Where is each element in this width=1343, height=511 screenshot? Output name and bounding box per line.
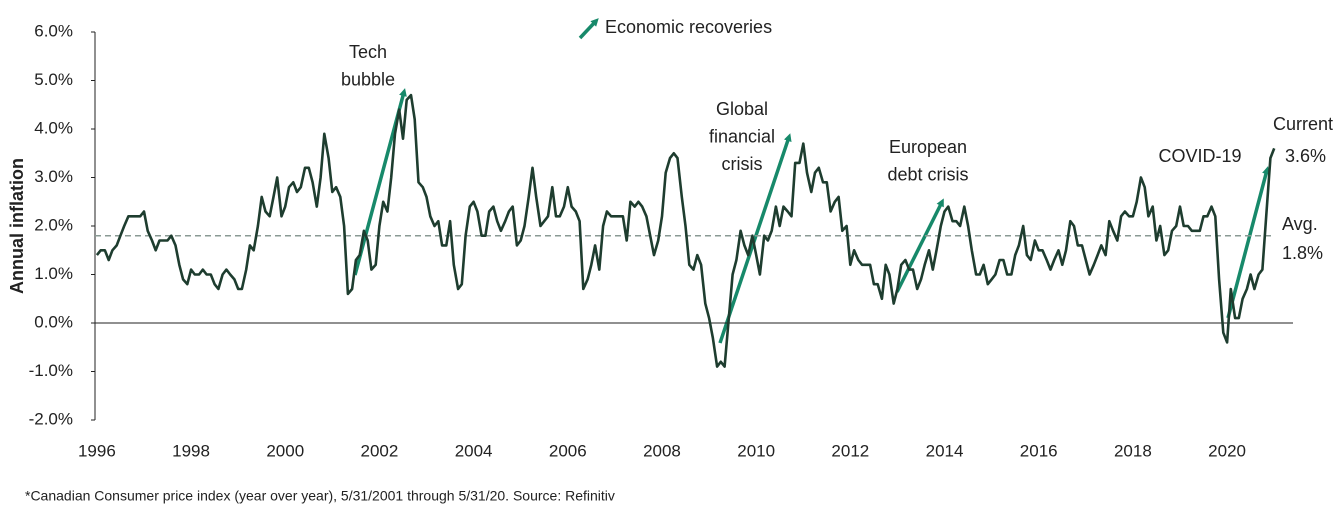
x-tick-label: 2020 [1208,441,1246,460]
recovery-arrow [578,18,599,40]
y-axis-title: Annual inflation [7,158,27,294]
y-tick-label: 5.0% [34,70,73,89]
recovery-arrow [895,198,944,293]
current-value-label: 3.6% [1285,146,1326,166]
recovery-arrow [1226,166,1270,319]
y-tick-label: 3.0% [34,167,73,186]
current-label: Current [1273,114,1333,134]
annotation: COVID-19 [1158,146,1241,166]
x-tick-label: 2006 [549,441,587,460]
x-tick-label: 2000 [266,441,304,460]
y-tick-label: -1.0% [29,361,73,380]
annotation: bubble [341,69,395,89]
x-tick-label: 2002 [361,441,399,460]
x-tick-label: 2008 [643,441,681,460]
y-tick-label: 4.0% [34,118,73,137]
annotation: Tech [349,42,387,62]
annotation: European [889,137,967,157]
x-tick-label: 2018 [1114,441,1152,460]
x-tick-label: 2014 [926,441,964,460]
recovery-arrows [353,18,1270,344]
legend-label: Economic recoveries [605,17,772,37]
y-tick-label: 0.0% [34,312,73,331]
annotation: Global [716,99,768,119]
x-tick-label: 1996 [78,441,116,460]
footnote: *Canadian Consumer price index (year ove… [25,488,615,504]
x-tick-label: 1998 [172,441,210,460]
x-tick-label: 2012 [831,441,869,460]
annotation: debt crisis [887,164,968,184]
y-tick-label: 2.0% [34,215,73,234]
x-tick-label: 2010 [737,441,775,460]
inflation-line [95,93,1276,368]
y-tick-label: 6.0% [34,21,73,40]
annotation: financial [709,126,775,146]
x-tick-label: 2004 [455,441,493,460]
average-label: Avg. [1282,214,1318,234]
annotation: crisis [722,154,763,174]
y-tick-label: -2.0% [29,409,73,428]
average-value-label: 1.8% [1282,243,1323,263]
x-tick-label: 2016 [1020,441,1058,460]
y-tick-label: 1.0% [34,264,73,283]
